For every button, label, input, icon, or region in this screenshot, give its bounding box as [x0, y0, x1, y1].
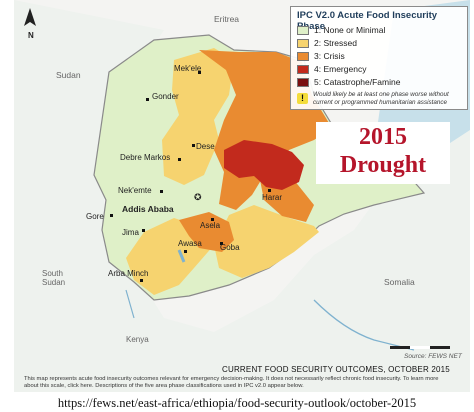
- city-mekele: Mek'ele: [174, 64, 202, 73]
- city-nekemte: Nek'emte: [118, 186, 152, 195]
- city-gore: Gore: [86, 212, 104, 221]
- legend-box: IPC V2.0 Acute Food Insecurity Phase 1: …: [290, 6, 468, 110]
- headline-year: 2015: [359, 124, 407, 150]
- headline-word: Drought: [339, 152, 427, 178]
- city-jima: Jima: [122, 228, 139, 237]
- headline-box: 2015 Drought: [316, 122, 450, 184]
- river-line: [313, 299, 415, 351]
- legend-row-phase-2: 2: Stressed: [297, 38, 357, 48]
- city-goba: Goba: [220, 243, 240, 252]
- north-arrow-icon: N: [24, 8, 36, 40]
- exclamation-icon: !: [297, 93, 308, 104]
- caption-description: This map represents acute food insecurit…: [24, 376, 439, 389]
- legend-row-phase-3: 3: Crisis: [297, 51, 345, 61]
- phase-4-region-afar: [224, 140, 304, 190]
- lake-marker: [177, 249, 186, 263]
- city-asela: Asela: [200, 221, 221, 230]
- country-label-south-sudan: South Sudan: [42, 269, 65, 287]
- south-sudan-line2: Sudan: [42, 278, 65, 287]
- legend-label-phase-5: 5: Catastrophe/Famine: [314, 77, 401, 87]
- caption-title: CURRENT FOOD SECURITY OUTCOMES, OCTOBER …: [222, 365, 450, 374]
- city-addis-ababa: Addis Ababa: [122, 204, 174, 214]
- country-label-eritrea: Eritrea: [214, 14, 239, 24]
- legend-note: Would likely be at least one phase worse…: [313, 91, 449, 106]
- legend-label-phase-1: 1: None or Minimal: [314, 25, 386, 35]
- city-harar: Harar: [262, 193, 282, 202]
- legend-label-phase-3: 3: Crisis: [314, 51, 345, 61]
- city-gonder: Gonder: [152, 92, 179, 101]
- legend-swatch-phase-1: [297, 25, 309, 35]
- country-label-sudan: Sudan: [56, 70, 81, 80]
- phase-2-region-southeast: [214, 205, 319, 278]
- country-label-kenya: Kenya: [126, 335, 149, 344]
- legend-swatch-phase-2: [297, 38, 309, 48]
- legend-row-phase-4: 4: Emergency: [297, 64, 366, 74]
- legend-row-phase-5: 5: Catastrophe/Famine: [297, 77, 400, 87]
- city-awasa: Awasa: [178, 239, 202, 248]
- legend-label-phase-2: 2: Stressed: [314, 38, 357, 48]
- legend-swatch-phase-4: [297, 64, 309, 74]
- phase-2-region-north: [162, 48, 234, 185]
- river-south: [125, 289, 135, 319]
- legend-swatch-phase-3: [297, 51, 309, 61]
- source-label: Source: FEWS NET: [404, 353, 462, 360]
- legend-swatch-phase-5: [297, 77, 309, 87]
- country-label-somalia: Somalia: [384, 277, 415, 287]
- svg-text:N: N: [28, 31, 34, 40]
- scale-bar: [390, 346, 450, 349]
- legend-label-phase-4: 4: Emergency: [314, 64, 367, 74]
- legend-title: IPC V2.0 Acute Food Insecurity Phase: [297, 10, 438, 32]
- city-arba-minch: Arba Minch: [108, 269, 148, 278]
- south-sudan-line1: South: [42, 269, 63, 278]
- capital-star-icon: ✪: [194, 192, 202, 202]
- city-debre-markos: Debre Markos: [120, 153, 170, 162]
- legend-row-phase-1: 1: None or Minimal: [297, 25, 385, 35]
- source-url[interactable]: https://fews.net/east-africa/ethiopia/fo…: [57, 396, 417, 410]
- city-dese: Dese: [196, 142, 215, 151]
